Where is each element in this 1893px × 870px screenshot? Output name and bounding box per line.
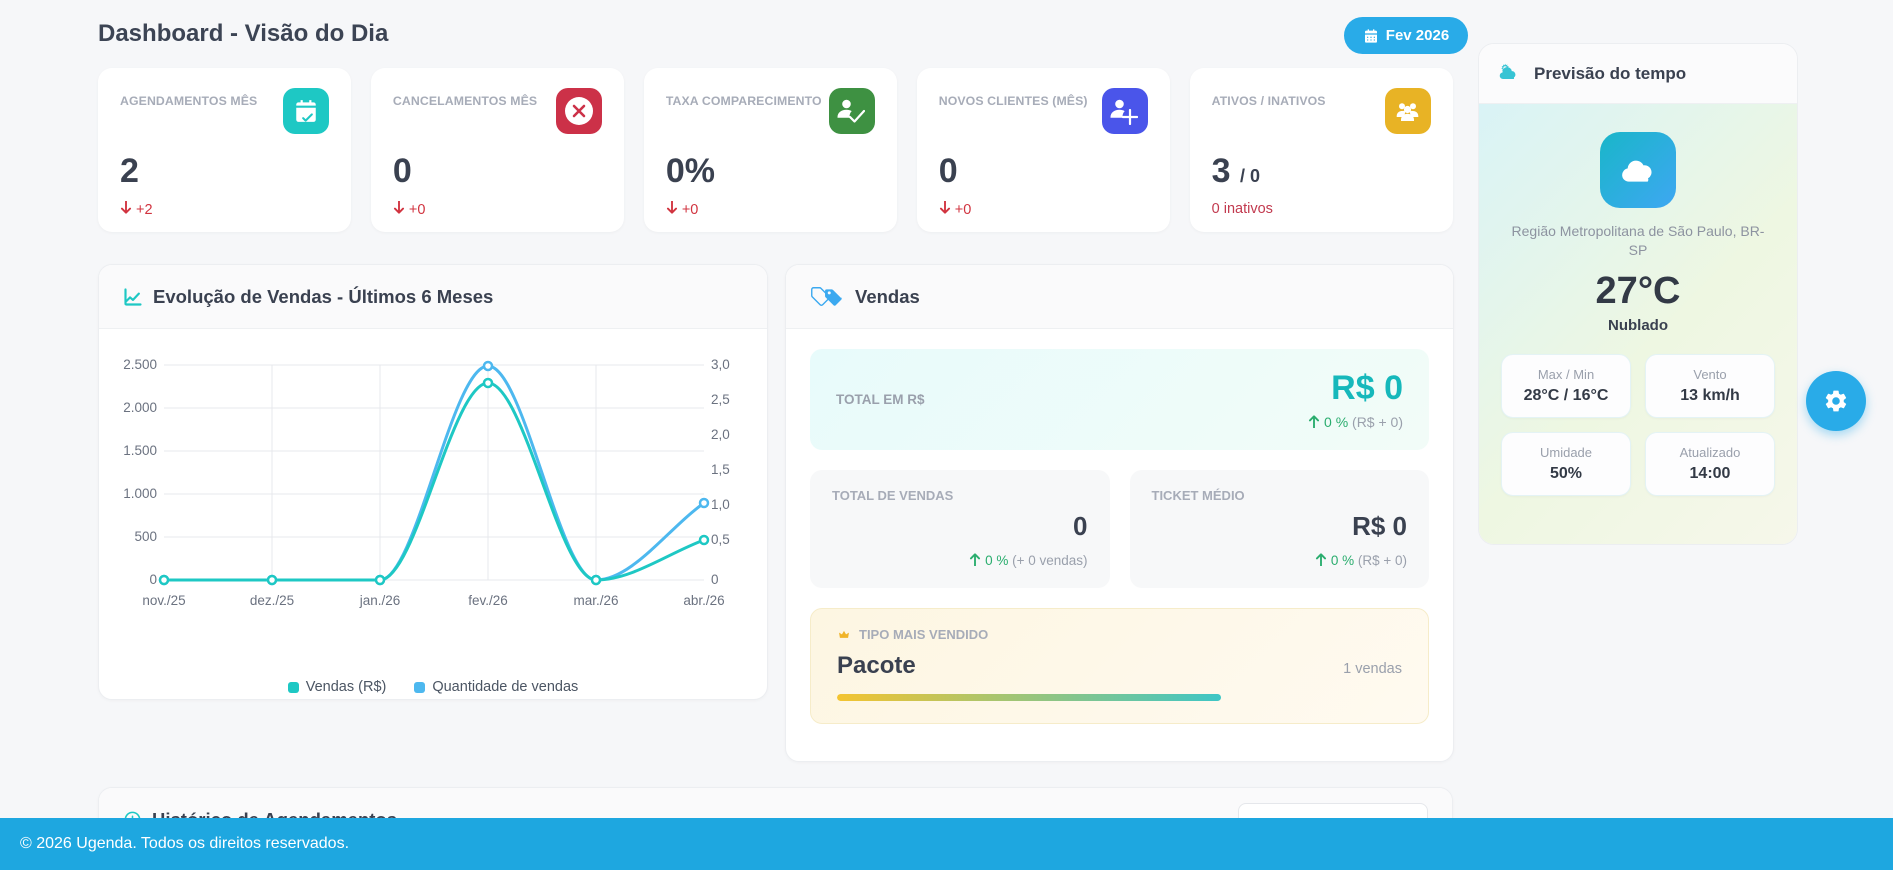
svg-text:fev./26: fev./26 bbox=[468, 593, 508, 608]
svg-text:1.000: 1.000 bbox=[123, 486, 157, 501]
svg-text:3,0: 3,0 bbox=[711, 357, 730, 372]
svg-text:0: 0 bbox=[149, 572, 157, 587]
svg-text:1,0: 1,0 bbox=[711, 497, 730, 512]
svg-text:nov./25: nov./25 bbox=[142, 593, 185, 608]
svg-text:dez./25: dez./25 bbox=[250, 593, 294, 608]
svg-text:2,0: 2,0 bbox=[711, 427, 730, 442]
svg-text:2.500: 2.500 bbox=[123, 357, 157, 372]
svg-text:1,5: 1,5 bbox=[711, 462, 730, 477]
svg-text:abr./26: abr./26 bbox=[683, 593, 724, 608]
svg-text:0: 0 bbox=[711, 572, 719, 587]
svg-text:0,5: 0,5 bbox=[711, 532, 730, 547]
svg-text:mar./26: mar./26 bbox=[573, 593, 618, 608]
svg-text:1.500: 1.500 bbox=[123, 443, 157, 458]
svg-text:2.000: 2.000 bbox=[123, 400, 157, 415]
svg-text:500: 500 bbox=[134, 529, 157, 544]
svg-text:2,5: 2,5 bbox=[711, 392, 730, 407]
svg-text:jan./26: jan./26 bbox=[359, 593, 401, 608]
